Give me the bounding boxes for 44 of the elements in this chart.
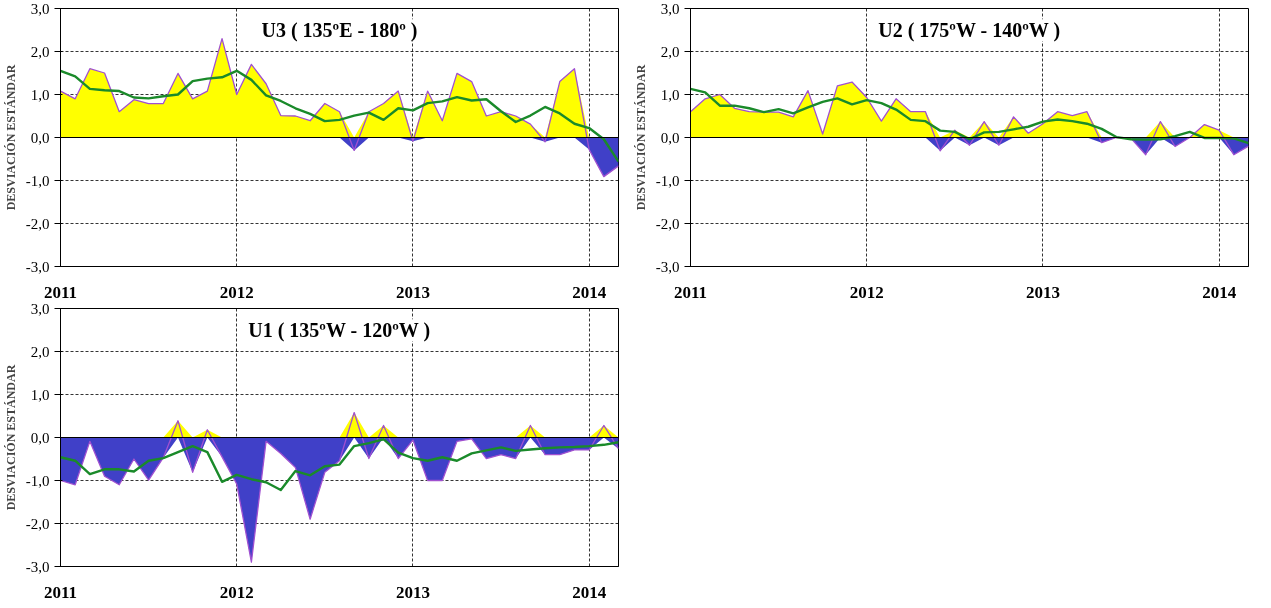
y-tick-label: 2,0: [30, 343, 50, 360]
x-tick-label: 2014: [572, 582, 607, 602]
y-tick-label: -3,0: [25, 258, 50, 275]
y-tick-label: 3,0: [30, 0, 50, 17]
line-series: [60, 69, 619, 163]
x-tick-label: 2013: [395, 582, 430, 602]
y-axis-title: DESVIACIÓN ESTÁNDAR: [633, 64, 648, 211]
x-tick-label: 2012: [219, 582, 254, 602]
y-tick-label: 2,0: [30, 43, 50, 60]
y-tick-label: 2,0: [660, 43, 680, 60]
x-tick-label: 2014: [1202, 282, 1237, 302]
y-tick-label: 1,0: [660, 86, 680, 103]
y-tick-label: 0,0: [660, 129, 680, 146]
y-tick-label: -1,0: [655, 172, 680, 189]
y-tick-label: -3,0: [25, 558, 50, 575]
x-tick-label: 2011: [673, 282, 708, 302]
y-axis-title: DESVIACIÓN ESTÁNDAR: [3, 64, 18, 211]
y-tick-label: 3,0: [30, 300, 50, 317]
x-tick-label: 2011: [43, 582, 78, 602]
y-tick-label: -2,0: [25, 515, 50, 532]
x-tick-label: 2014: [572, 282, 607, 302]
x-tick-label: 2011: [43, 282, 78, 302]
y-tick-label: 3,0: [660, 0, 680, 17]
y-tick-label: 1,0: [30, 86, 50, 103]
text: U1 ( 135ºW - 120ºW ): [248, 319, 431, 343]
text: U3 ( 135ºE - 180º ): [261, 19, 418, 43]
y-tick-label: -3,0: [655, 258, 680, 275]
y-tick-label: -2,0: [25, 215, 50, 232]
y-tick-label: -1,0: [25, 172, 50, 189]
line-series: [60, 411, 619, 563]
y-tick-label: 0,0: [30, 429, 50, 446]
x-tick-label: 2012: [219, 282, 254, 302]
line-series: [60, 438, 619, 492]
x-tick-label: 2013: [395, 282, 430, 302]
x-tick-label: 2013: [1025, 282, 1060, 302]
y-axis-title: DESVIACIÓN ESTÁNDAR: [3, 364, 18, 511]
y-tick-label: -2,0: [655, 215, 680, 232]
text: U2 ( 175ºW - 140ºW ): [878, 19, 1061, 43]
y-tick-label: 1,0: [30, 386, 50, 403]
line-series: [690, 87, 1249, 145]
y-tick-label: 0,0: [30, 129, 50, 146]
line-series: [690, 81, 1249, 156]
y-tick-label: -1,0: [25, 472, 50, 489]
x-tick-label: 2012: [849, 282, 884, 302]
